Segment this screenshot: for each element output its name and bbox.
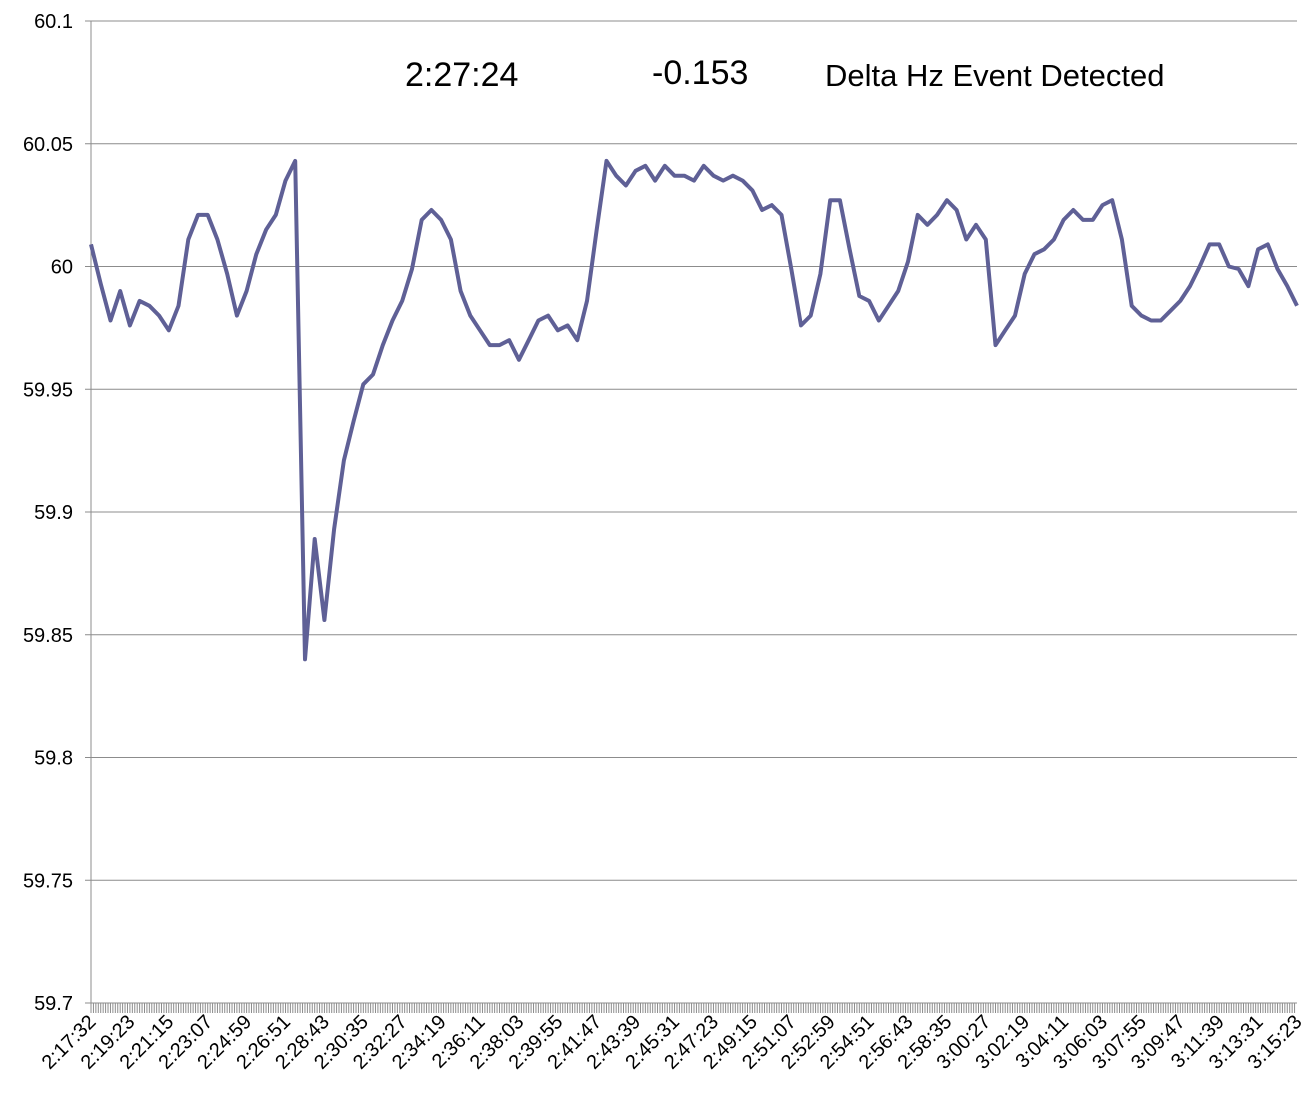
y-tick-label: 60 [51, 257, 73, 279]
annotation: 2:27:24 [405, 56, 518, 94]
y-tick-label: 59.95 [23, 379, 73, 401]
y-tick-label: 60.05 [23, 134, 73, 156]
y-tick-label: 59.7 [34, 993, 73, 1015]
y-tick-label: 59.75 [23, 870, 73, 892]
series-line [89, 158, 1299, 662]
annotation: Delta Hz Event Detected [825, 58, 1164, 93]
annotation: -0.153 [652, 54, 748, 92]
y-tick-label: 59.8 [34, 748, 73, 770]
y-tick-label: 59.85 [23, 625, 73, 647]
y-tick-label: 60.1 [34, 11, 73, 33]
y-tick-label: 59.9 [34, 502, 73, 524]
